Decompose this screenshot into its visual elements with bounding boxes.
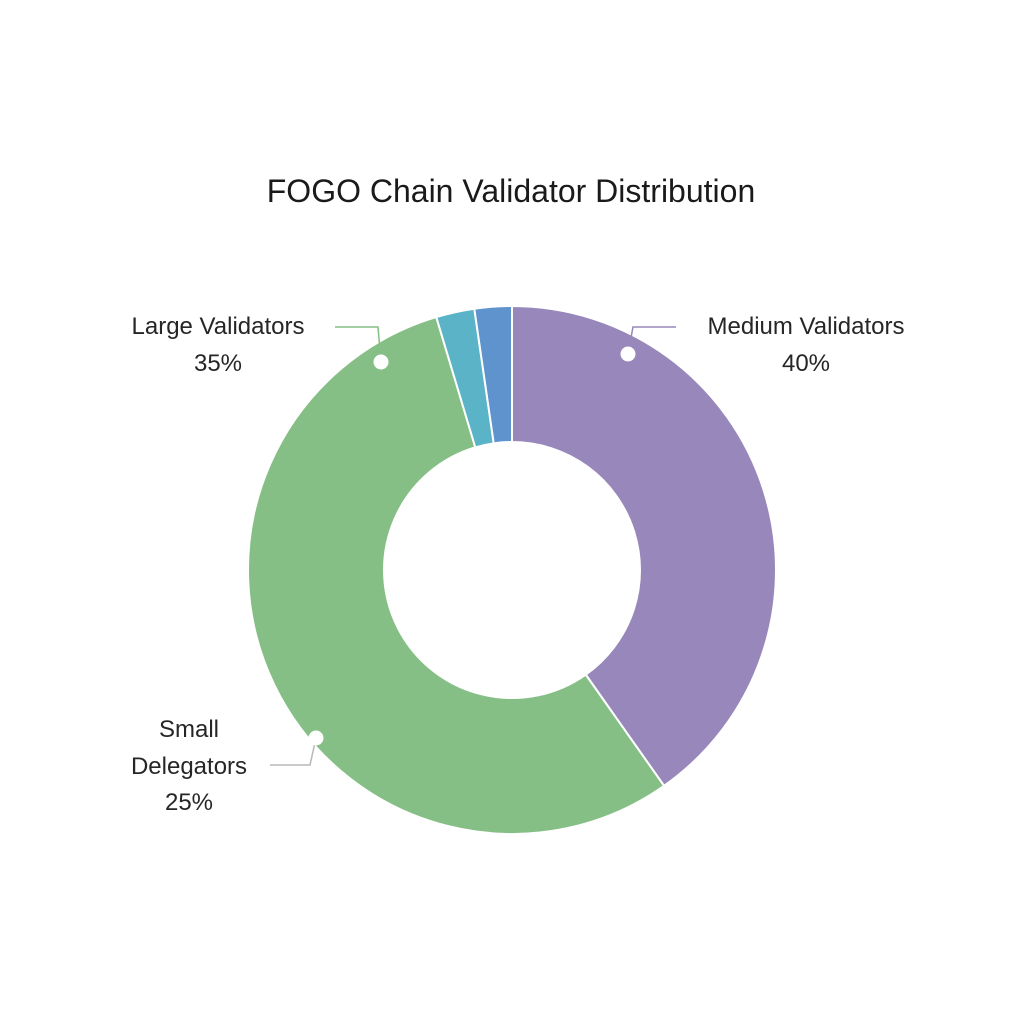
slice-small-delegators xyxy=(247,316,666,835)
donut-slices xyxy=(247,305,777,835)
label-group-large-validators: Large Validators 35% xyxy=(132,313,389,377)
leader-line-medium-validators xyxy=(627,326,676,355)
slice-medium-validators xyxy=(511,305,777,787)
leader-line-large-validators xyxy=(335,326,382,363)
leader-marker-small-delegators xyxy=(308,730,324,746)
slice-label-value-large-validators: 35% xyxy=(194,350,242,377)
slice-minor-3 xyxy=(473,305,513,445)
slice-label-name-medium-validators: Medium Validators xyxy=(708,313,905,340)
leader-marker-medium-validators xyxy=(620,346,636,362)
slice-label-name-small-delegators-1: Small xyxy=(159,716,219,743)
slice-label-value-small-delegators: 25% xyxy=(165,789,213,816)
label-group-medium-validators: Medium Validators 40% xyxy=(620,313,905,377)
slice-labels: Medium Validators 40% Large Validators 35% S… xyxy=(131,313,905,816)
slice-label-value-medium-validators: 40% xyxy=(782,350,830,377)
slice-label-name-large-validators: Large Validators xyxy=(132,313,305,340)
leader-line-small-delegators xyxy=(270,737,317,766)
leader-marker-large-validators xyxy=(373,354,389,370)
label-group-small-delegators: Small Delegators 25% xyxy=(131,716,324,816)
slice-label-name-small-delegators-2: Delegators xyxy=(131,753,247,780)
chart-title: FOGO Chain Validator Distribution xyxy=(267,173,755,209)
